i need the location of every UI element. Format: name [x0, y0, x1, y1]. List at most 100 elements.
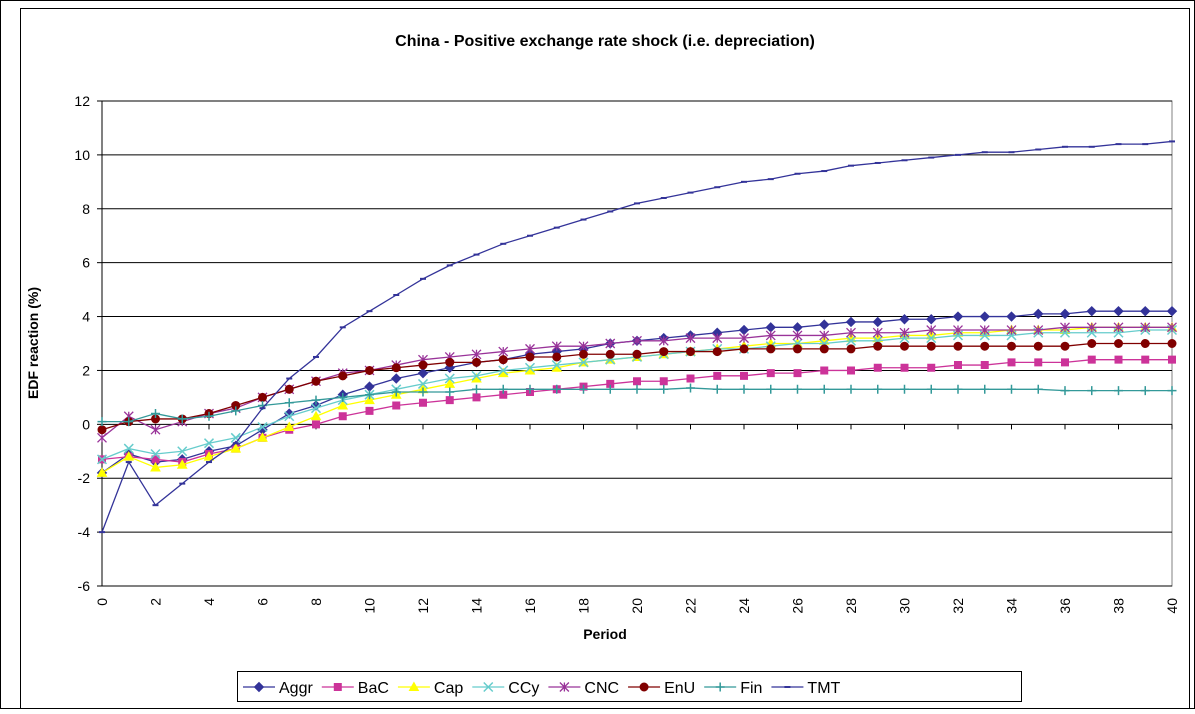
- x-tick-label: 28: [843, 598, 859, 614]
- marker: [659, 347, 669, 357]
- marker: [365, 406, 374, 415]
- marker: [605, 384, 615, 394]
- marker: [740, 371, 748, 380]
- marker: [845, 316, 857, 328]
- marker: [873, 384, 883, 394]
- y-tick-label: -6: [78, 578, 91, 594]
- marker: [551, 341, 562, 352]
- marker: [899, 327, 910, 338]
- marker: [310, 403, 322, 414]
- marker: [713, 371, 722, 380]
- x-tick-label: 12: [415, 598, 431, 614]
- marker: [632, 349, 642, 359]
- marker: [392, 401, 401, 410]
- marker: [230, 432, 241, 443]
- marker: [231, 406, 241, 416]
- marker: [926, 325, 937, 335]
- legend-label: Fin: [740, 680, 762, 697]
- y-tick-label: -4: [78, 524, 91, 540]
- marker: [524, 362, 536, 373]
- marker: [633, 377, 641, 386]
- marker: [525, 352, 535, 362]
- marker: [1167, 339, 1177, 348]
- marker: [712, 384, 722, 394]
- marker: [471, 370, 482, 381]
- x-tick-label: 20: [629, 598, 645, 614]
- x-tick-label: 0: [94, 598, 110, 606]
- x-tick-label: 30: [897, 598, 913, 614]
- marker: [177, 446, 188, 457]
- marker: [151, 409, 160, 419]
- marker: [391, 387, 401, 397]
- marker: [472, 384, 481, 394]
- marker: [1140, 386, 1150, 396]
- y-tick-label: 4: [82, 309, 90, 325]
- marker: [498, 355, 508, 365]
- marker: [333, 683, 342, 691]
- marker: [872, 316, 883, 328]
- marker: [766, 369, 775, 378]
- marker: [471, 349, 482, 360]
- x-tick-label: 16: [522, 598, 538, 614]
- x-tick-label: 24: [736, 598, 752, 614]
- marker: [900, 341, 909, 351]
- marker: [124, 417, 134, 427]
- marker: [1061, 358, 1069, 367]
- marker: [980, 361, 989, 370]
- marker: [900, 363, 909, 372]
- x-tick-label: 26: [790, 598, 806, 614]
- marker: [686, 374, 695, 383]
- series-markers: [97, 383, 1177, 427]
- marker: [765, 330, 776, 341]
- marker: [1007, 341, 1016, 351]
- legend-label: CNC: [584, 680, 619, 697]
- y-tick-label: -2: [78, 470, 91, 486]
- marker: [97, 417, 107, 427]
- marker: [819, 344, 829, 354]
- marker: [498, 384, 508, 394]
- marker: [150, 461, 161, 472]
- x-tick-label: 22: [683, 598, 699, 614]
- marker: [176, 459, 188, 469]
- marker: [1034, 358, 1043, 367]
- x-tick-label: 8: [308, 598, 324, 606]
- x-tick-label: 38: [1111, 598, 1127, 614]
- marker: [952, 311, 964, 322]
- marker: [483, 681, 494, 693]
- marker: [792, 330, 803, 341]
- marker: [686, 383, 695, 393]
- marker: [1167, 386, 1177, 396]
- marker: [284, 398, 294, 408]
- marker: [872, 327, 883, 338]
- marker: [639, 682, 649, 692]
- marker: [900, 384, 909, 394]
- y-tick-label: 12: [74, 93, 90, 109]
- marker: [499, 390, 508, 399]
- marker: [445, 396, 454, 405]
- marker: [230, 443, 242, 453]
- marker: [97, 432, 107, 443]
- marker: [365, 365, 374, 375]
- marker: [659, 384, 669, 394]
- marker: [1087, 355, 1096, 364]
- marker: [632, 335, 642, 346]
- marker: [203, 438, 215, 449]
- marker: [1006, 311, 1017, 322]
- marker: [1086, 322, 1097, 333]
- marker: [417, 367, 429, 379]
- marker: [364, 394, 375, 405]
- y-tick-label: 2: [82, 362, 90, 378]
- marker: [552, 384, 562, 394]
- marker: [927, 363, 936, 372]
- marker: [472, 393, 481, 402]
- marker: [819, 319, 830, 330]
- marker: [686, 347, 695, 357]
- legend-label: Aggr: [279, 680, 313, 697]
- marker: [1086, 305, 1097, 317]
- marker: [1033, 384, 1043, 394]
- marker: [123, 443, 134, 454]
- x-tick-label: 36: [1057, 598, 1073, 614]
- marker: [578, 341, 589, 352]
- marker: [926, 333, 937, 344]
